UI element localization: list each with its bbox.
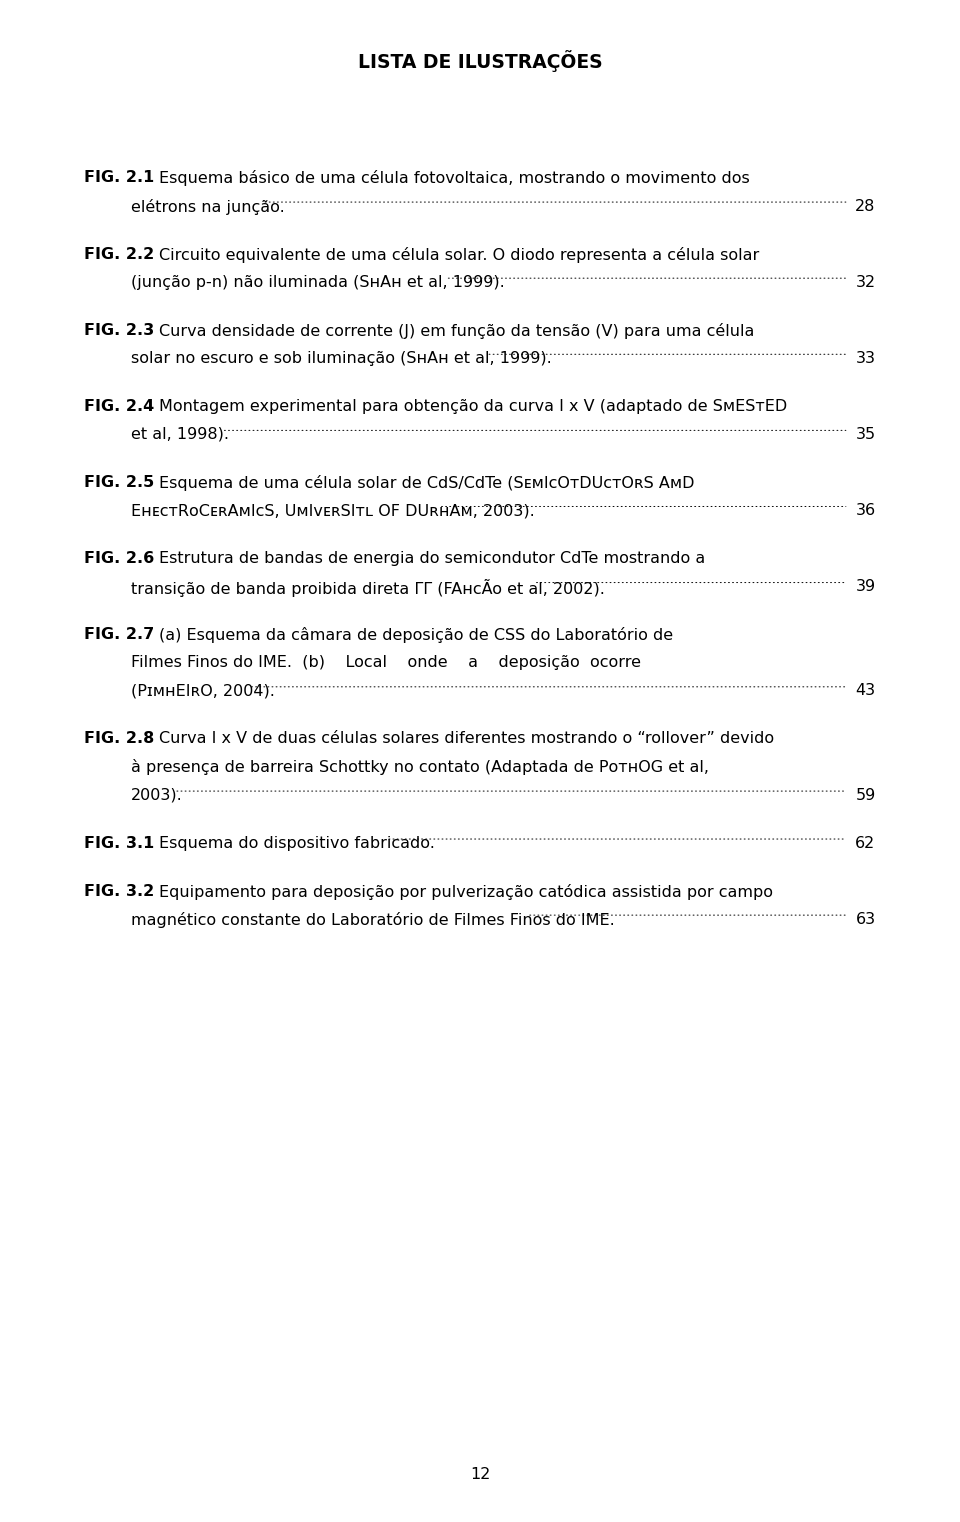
Text: 2003).: 2003). — [131, 788, 182, 802]
Text: Filmes Finos do IME.  (b)    Local    onde    a    deposição  ocorre: Filmes Finos do IME. (b) Local onde a de… — [131, 656, 640, 670]
Text: FIG. 2.3: FIG. 2.3 — [84, 323, 155, 338]
Text: à presença de barreira Schottky no contato (Adaptada de PᴏᴛʜOG et al,: à presença de barreira Schottky no conta… — [131, 759, 708, 776]
Text: EʜᴇᴄᴛRᴏCᴇʀAᴍIᴄS, UᴍIᴠᴇʀSIᴛʟ OF DUʀʜAᴍ, 2003).: EʜᴇᴄᴛRᴏCᴇʀAᴍIᴄS, UᴍIᴠᴇʀSIᴛʟ OF DUʀʜAᴍ, 2… — [131, 502, 535, 517]
Text: FIG. 2.2: FIG. 2.2 — [84, 247, 155, 262]
Text: Curva I x V de duas células solares diferentes mostrando o “rollover” devido: Curva I x V de duas células solares dife… — [159, 732, 775, 746]
Text: FIG. 2.6: FIG. 2.6 — [84, 551, 155, 566]
Text: Circuito equivalente de uma célula solar. O diodo representa a célula solar: Circuito equivalente de uma célula solar… — [159, 247, 759, 263]
Text: 32: 32 — [855, 274, 876, 289]
Text: LISTA DE ILUSTRAÇÕES: LISTA DE ILUSTRAÇÕES — [358, 50, 602, 72]
Text: 12: 12 — [469, 1467, 491, 1482]
Text: Equipamento para deposição por pulverização catódica assistida por campo: Equipamento para deposição por pulveriza… — [159, 884, 774, 900]
Text: Curva densidade de corrente (J) em função da tensão (V) para uma célula: Curva densidade de corrente (J) em funçã… — [159, 323, 755, 339]
Text: FIG. 2.5: FIG. 2.5 — [84, 475, 155, 490]
Text: FIG. 3.2: FIG. 3.2 — [84, 884, 155, 898]
Text: FIG. 2.4: FIG. 2.4 — [84, 399, 155, 414]
Text: Esquema básico de uma célula fotovoltaica, mostrando o movimento dos: Esquema básico de uma célula fotovoltaic… — [159, 170, 750, 187]
Text: elétrons na junção.: elétrons na junção. — [131, 199, 284, 215]
Text: transição de banda proibida direta ΓΓ (FAʜᴄÃo et al, 2002).: transição de banda proibida direta ΓΓ (F… — [131, 580, 605, 597]
Text: (junção p-n) não iluminada (SʜAʜ et al, 1999).: (junção p-n) não iluminada (SʜAʜ et al, … — [131, 274, 504, 289]
Text: 36: 36 — [855, 502, 876, 517]
Text: Esquema do dispositivo fabricado.: Esquema do dispositivo fabricado. — [159, 836, 435, 851]
Text: 28: 28 — [855, 199, 876, 213]
Text: 33: 33 — [855, 350, 876, 365]
Text: FIG. 2.1: FIG. 2.1 — [84, 170, 155, 186]
Text: et al, 1998).: et al, 1998). — [131, 426, 228, 441]
Text: 43: 43 — [855, 683, 876, 699]
Text: FIG. 2.8: FIG. 2.8 — [84, 732, 155, 746]
Text: FIG. 2.7: FIG. 2.7 — [84, 627, 155, 642]
Text: (PɪᴍʜEIʀO, 2004).: (PɪᴍʜEIʀO, 2004). — [131, 683, 275, 699]
Text: FIG. 3.1: FIG. 3.1 — [84, 836, 155, 851]
Text: (a) Esquema da câmara de deposição de CSS do Laboratório de: (a) Esquema da câmara de deposição de CS… — [159, 627, 674, 644]
Text: 39: 39 — [855, 580, 876, 594]
Text: magnético constante do Laboratório de Filmes Finos do IME.: magnético constante do Laboratório de Fi… — [131, 912, 614, 928]
Text: Estrutura de bandas de energia do semicondutor CdTe mostrando a: Estrutura de bandas de energia do semico… — [159, 551, 706, 566]
Text: Montagem experimental para obtenção da curva I x V (adaptado de SᴍESᴛED: Montagem experimental para obtenção da c… — [159, 399, 787, 414]
Text: 35: 35 — [855, 426, 876, 441]
Text: solar no escuro e sob iluminação (SʜAʜ et al, 1999).: solar no escuro e sob iluminação (SʜAʜ e… — [131, 350, 551, 365]
Text: 62: 62 — [855, 836, 876, 851]
Text: Esquema de uma célula solar de CdS/CdTe (SᴇᴍIᴄOᴛDUᴄᴛOʀS AᴍD: Esquema de uma célula solar de CdS/CdTe … — [159, 475, 695, 492]
Text: 59: 59 — [855, 788, 876, 802]
Text: 63: 63 — [855, 912, 876, 927]
